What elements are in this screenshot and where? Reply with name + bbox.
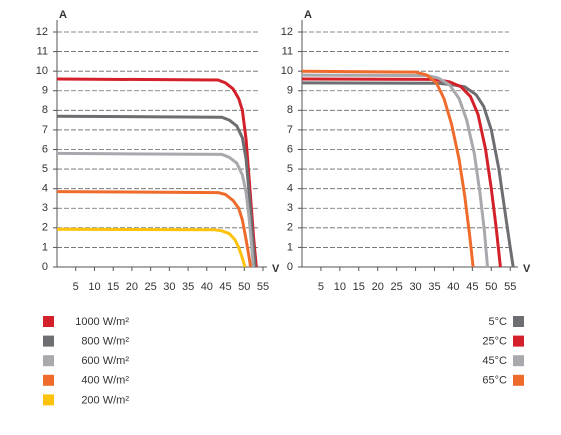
legend-label: 25°C [482,336,507,348]
legend-label: 600 W/m² [81,355,129,367]
y-axis-label: A [59,9,67,21]
legend-swatch [43,355,54,367]
x-tick-label: 20 [372,281,384,293]
y-tick-label: 12 [281,26,293,38]
y-tick-label: 1 [287,241,293,253]
legend-swatch [513,355,524,367]
x-axis-label: V [523,263,531,275]
legend-label: 5°C [489,316,508,328]
x-tick-label: 35 [428,281,440,293]
y-tick-label: 6 [42,143,48,155]
y-tick-label: 4 [287,183,293,195]
y-tick-label: 9 [287,85,293,97]
y-tick-label: 10 [36,65,48,77]
x-tick-label: 15 [107,281,119,293]
y-tick-label: 10 [281,65,293,77]
x-tick-label: 5 [73,281,79,293]
y-tick-label: 5 [287,163,293,175]
legend-label: 800 W/m² [81,336,129,348]
x-tick-label: 35 [182,281,194,293]
y-tick-label: 3 [42,202,48,214]
legend-label: 1000 W/m² [75,316,129,328]
iv-curve [56,114,257,268]
y-tick-label: 9 [42,85,48,97]
y-tick-label: 6 [287,143,293,155]
legend-label: 400 W/m² [81,375,129,387]
iv-curve [56,190,253,268]
x-tick-label: 40 [201,281,213,293]
y-tick-label: 7 [42,124,48,136]
iv-curve [301,73,489,268]
y-tick-label: 2 [287,222,293,234]
legend-swatch [513,316,524,327]
y-tick-label: 11 [282,45,293,57]
legend-label: 65°C [482,375,507,387]
y-tick-label: 3 [287,202,293,214]
x-tick-label: 5 [318,281,324,293]
iv-curve [301,69,475,268]
y-tick-label: 7 [287,124,293,136]
y-tick-label: 5 [42,163,48,175]
iv-curve [56,227,247,268]
iv-curve [56,77,258,268]
legend-swatch [43,394,54,406]
legend-label: 200 W/m² [81,394,129,406]
x-tick-label: 40 [447,281,459,293]
x-tick-label: 10 [88,281,100,293]
legend-label: 45°C [482,355,507,367]
y-tick-label: 2 [42,222,48,234]
y-axis-label: A [304,9,312,21]
x-tick-label: 55 [257,281,269,293]
legend-swatch [43,316,54,327]
legend-swatch [513,335,524,347]
x-tick-label: 45 [466,281,478,293]
x-tick-label: 15 [353,281,365,293]
y-tick-label: 0 [287,261,293,273]
legend-swatch [513,374,524,386]
y-tick-label: 12 [36,26,48,38]
x-tick-label: 55 [504,281,516,293]
y-tick-label: 4 [42,183,48,195]
x-tick-label: 10 [334,281,346,293]
y-tick-label: 11 [37,45,48,57]
y-tick-label: 8 [287,104,293,116]
x-axis-label: V [272,263,280,275]
legend-swatch [43,335,54,347]
x-tick-label: 20 [126,281,138,293]
x-tick-label: 30 [409,281,421,293]
x-tick-label: 25 [391,281,403,293]
legend-swatch [43,374,54,386]
x-tick-label: 45 [219,281,231,293]
x-tick-label: 25 [145,281,157,293]
x-tick-label: 30 [163,281,175,293]
x-tick-label: 50 [485,281,497,293]
x-tick-label: 50 [238,281,250,293]
iv-curve [56,151,255,268]
y-tick-label: 1 [42,241,48,253]
y-tick-label: 8 [42,104,48,116]
y-tick-label: 0 [42,261,48,273]
